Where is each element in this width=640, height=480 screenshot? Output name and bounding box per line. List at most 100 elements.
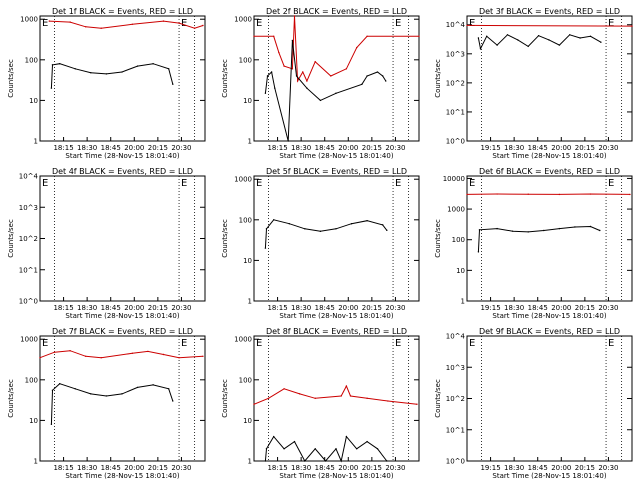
y-tick-label: 1000 — [234, 16, 252, 24]
plot-frame — [253, 175, 420, 302]
end-marker-label: E — [608, 338, 614, 349]
data-point-lld — [100, 27, 102, 29]
y-axis-label: Counts/sec — [434, 59, 442, 98]
data-point-events — [335, 228, 337, 230]
data-point-lld — [283, 388, 285, 390]
data-point-events — [304, 228, 306, 230]
data-point-events — [506, 34, 509, 36]
y-tick-label: 10^2 — [446, 79, 465, 87]
plot-frame — [253, 15, 420, 142]
data-point-events — [287, 140, 289, 142]
data-point-events — [589, 35, 592, 38]
x-axis-label: Start Time (28-Nov-15 18:01:40) — [65, 472, 179, 480]
start-marker-label: E — [469, 338, 475, 349]
data-point-events — [319, 99, 322, 102]
data-point-lld — [629, 193, 631, 196]
data-point-lld — [69, 21, 71, 23]
x-tick-label: 20:15 — [575, 464, 595, 472]
data-point-lld — [202, 24, 204, 27]
data-point-lld — [330, 75, 332, 77]
data-point-lld — [273, 35, 275, 37]
data-point-events — [266, 75, 269, 77]
data-point-events — [366, 75, 368, 77]
chart-panel-4: Det 4f BLACK = Events, RED = LLD E E 10^0 10… — [7, 167, 206, 320]
data-point-events — [517, 39, 519, 41]
start-marker-label: E — [469, 18, 475, 29]
data-point-events — [136, 386, 139, 389]
chart-panel-2: Det 2f BLACK = Events, RED = LLD E E 1 10 100… — [221, 7, 420, 160]
data-point-events — [569, 34, 571, 36]
x-tick-label: 20:30 — [385, 464, 405, 472]
data-point-lld — [131, 352, 134, 354]
data-point-events — [324, 460, 327, 462]
data-point-lld — [147, 350, 149, 353]
x-tick-label: 18:45 — [101, 464, 121, 472]
x-tick-label: 20:30 — [598, 464, 618, 472]
x-tick-label: 18:15 — [53, 144, 73, 152]
data-point-events — [172, 400, 174, 402]
data-point-events — [356, 448, 358, 450]
chart-panel-9: Det 9f BLACK = Events, RED = LLD E E 10^0 10… — [434, 327, 633, 480]
x-tick-label: 19:15 — [480, 304, 500, 312]
chart-title: Det 8f BLACK = Events, RED = LLD — [266, 327, 407, 336]
data-point-events — [105, 73, 108, 75]
data-point-events — [59, 63, 61, 65]
data-point-events — [335, 448, 337, 450]
y-tick-label: 1 — [248, 458, 252, 466]
data-point-events — [477, 37, 480, 39]
start-marker-label: E — [469, 178, 475, 189]
data-point-lld — [291, 68, 294, 70]
x-tick-label: 18:30 — [77, 464, 97, 472]
chart-title: Det 6f BLACK = Events, RED = LLD — [479, 167, 620, 176]
data-point-lld — [48, 20, 51, 22]
data-point-events — [350, 223, 353, 225]
data-point-events — [579, 37, 581, 39]
x-tick-label: 20:30 — [598, 144, 618, 152]
chart-panel-5: Det 5f BLACK = Events, RED = LLD E E 1 10 100… — [221, 167, 420, 320]
y-tick-label: 100 — [25, 376, 38, 384]
end-marker-label: E — [395, 18, 401, 29]
x-axis-label: Start Time (28-Nov-15 18:01:40) — [279, 152, 393, 160]
plot-frame — [39, 335, 206, 462]
data-point-events — [291, 39, 294, 42]
x-axis-label: Start Time (28-Nov-15 18:01:40) — [65, 152, 179, 160]
data-point-events — [496, 227, 498, 230]
x-tick-label: 20:15 — [362, 304, 382, 312]
data-point-events — [273, 435, 275, 438]
x-tick-label: 20:00 — [551, 144, 571, 152]
x-tick-label: 18:30 — [504, 144, 524, 152]
chart-title: Det 3f BLACK = Events, RED = LLD — [479, 7, 620, 16]
data-point-events — [599, 229, 601, 232]
data-point-lld — [356, 46, 358, 49]
y-tick-label: 10^3 — [19, 204, 38, 212]
data-point-events — [386, 229, 388, 232]
start-marker-label: E — [256, 338, 262, 349]
data-point-lld — [278, 51, 280, 54]
data-point-events — [527, 231, 529, 233]
x-tick-label: 20:15 — [575, 144, 595, 152]
data-point-lld — [345, 385, 348, 387]
y-tick-label: 10^3 — [446, 364, 465, 372]
data-point-events — [345, 435, 348, 438]
x-tick-label: 18:45 — [101, 144, 121, 152]
data-point-events — [121, 71, 123, 73]
data-point-events — [152, 384, 154, 386]
y-axis-label: Counts/sec — [221, 219, 229, 258]
plot-frame — [466, 175, 633, 302]
data-point-events — [479, 47, 482, 50]
data-point-events — [74, 68, 76, 70]
data-point-lld — [53, 351, 56, 353]
data-point-lld — [69, 350, 71, 352]
data-point-lld — [306, 80, 308, 82]
data-point-events — [90, 393, 92, 395]
y-tick-label: 10000 — [443, 175, 465, 183]
x-tick-label: 20:15 — [575, 304, 595, 312]
data-point-events — [381, 224, 384, 226]
y-tick-label: 10^1 — [446, 108, 465, 116]
y-tick-label: 1 — [248, 138, 252, 146]
x-tick-label: 18:30 — [291, 304, 311, 312]
data-point-lld — [178, 22, 180, 24]
data-point-events — [270, 71, 273, 73]
y-tick-label: 10^2 — [446, 395, 465, 403]
